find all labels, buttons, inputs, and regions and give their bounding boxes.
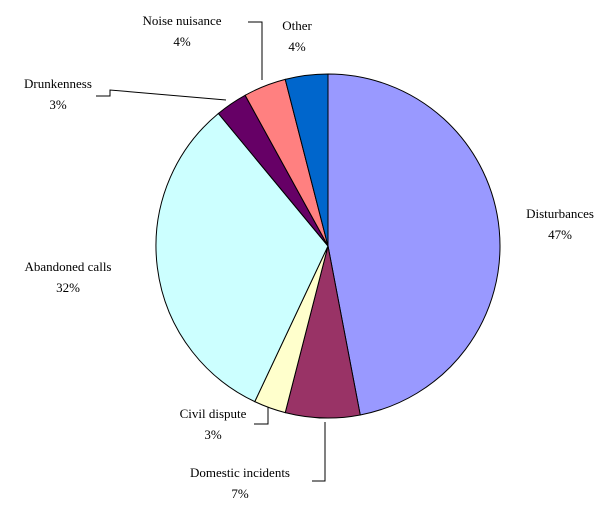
pie-slice: [327, 73, 501, 416]
leader-line: [248, 21, 263, 80]
slice-value-label: 3%: [204, 427, 222, 442]
slice-value-label: 3%: [49, 97, 67, 112]
leader-line: [312, 422, 326, 482]
slice-label: Noise nuisance: [142, 13, 221, 28]
slice-value-label: 4%: [173, 34, 191, 49]
slice-label: Domestic incidents: [190, 465, 290, 480]
slice-value-label: 47%: [548, 227, 572, 242]
slice-label: Other: [282, 18, 312, 33]
slice-value-label: 32%: [56, 280, 80, 295]
pie-slice: [155, 112, 329, 403]
leader-line: [96, 89, 227, 101]
leader-line: [254, 404, 269, 425]
slice-label: Disturbances: [526, 206, 594, 221]
slice-label: Abandoned calls: [24, 259, 111, 274]
pie-slice: [284, 73, 329, 247]
slice-label: Drunkenness: [24, 76, 92, 91]
leader-lines: [96, 21, 326, 482]
slice-value-label: 7%: [231, 486, 249, 501]
slice-label: Civil dispute: [180, 406, 247, 421]
slice-value-label: 4%: [288, 39, 306, 54]
